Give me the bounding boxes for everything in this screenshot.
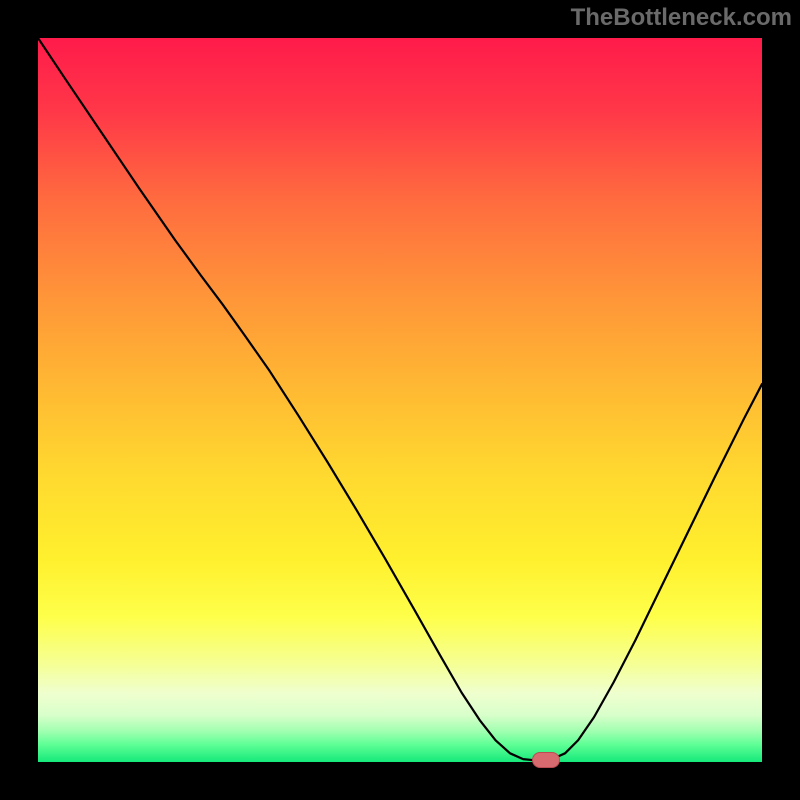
curve-path	[38, 38, 762, 761]
watermark-text: TheBottleneck.com	[571, 4, 792, 32]
optimal-point-marker	[532, 752, 560, 768]
bottleneck-curve	[38, 38, 762, 762]
chart-root: TheBottleneck.com	[0, 0, 800, 800]
plot-area	[38, 38, 762, 762]
